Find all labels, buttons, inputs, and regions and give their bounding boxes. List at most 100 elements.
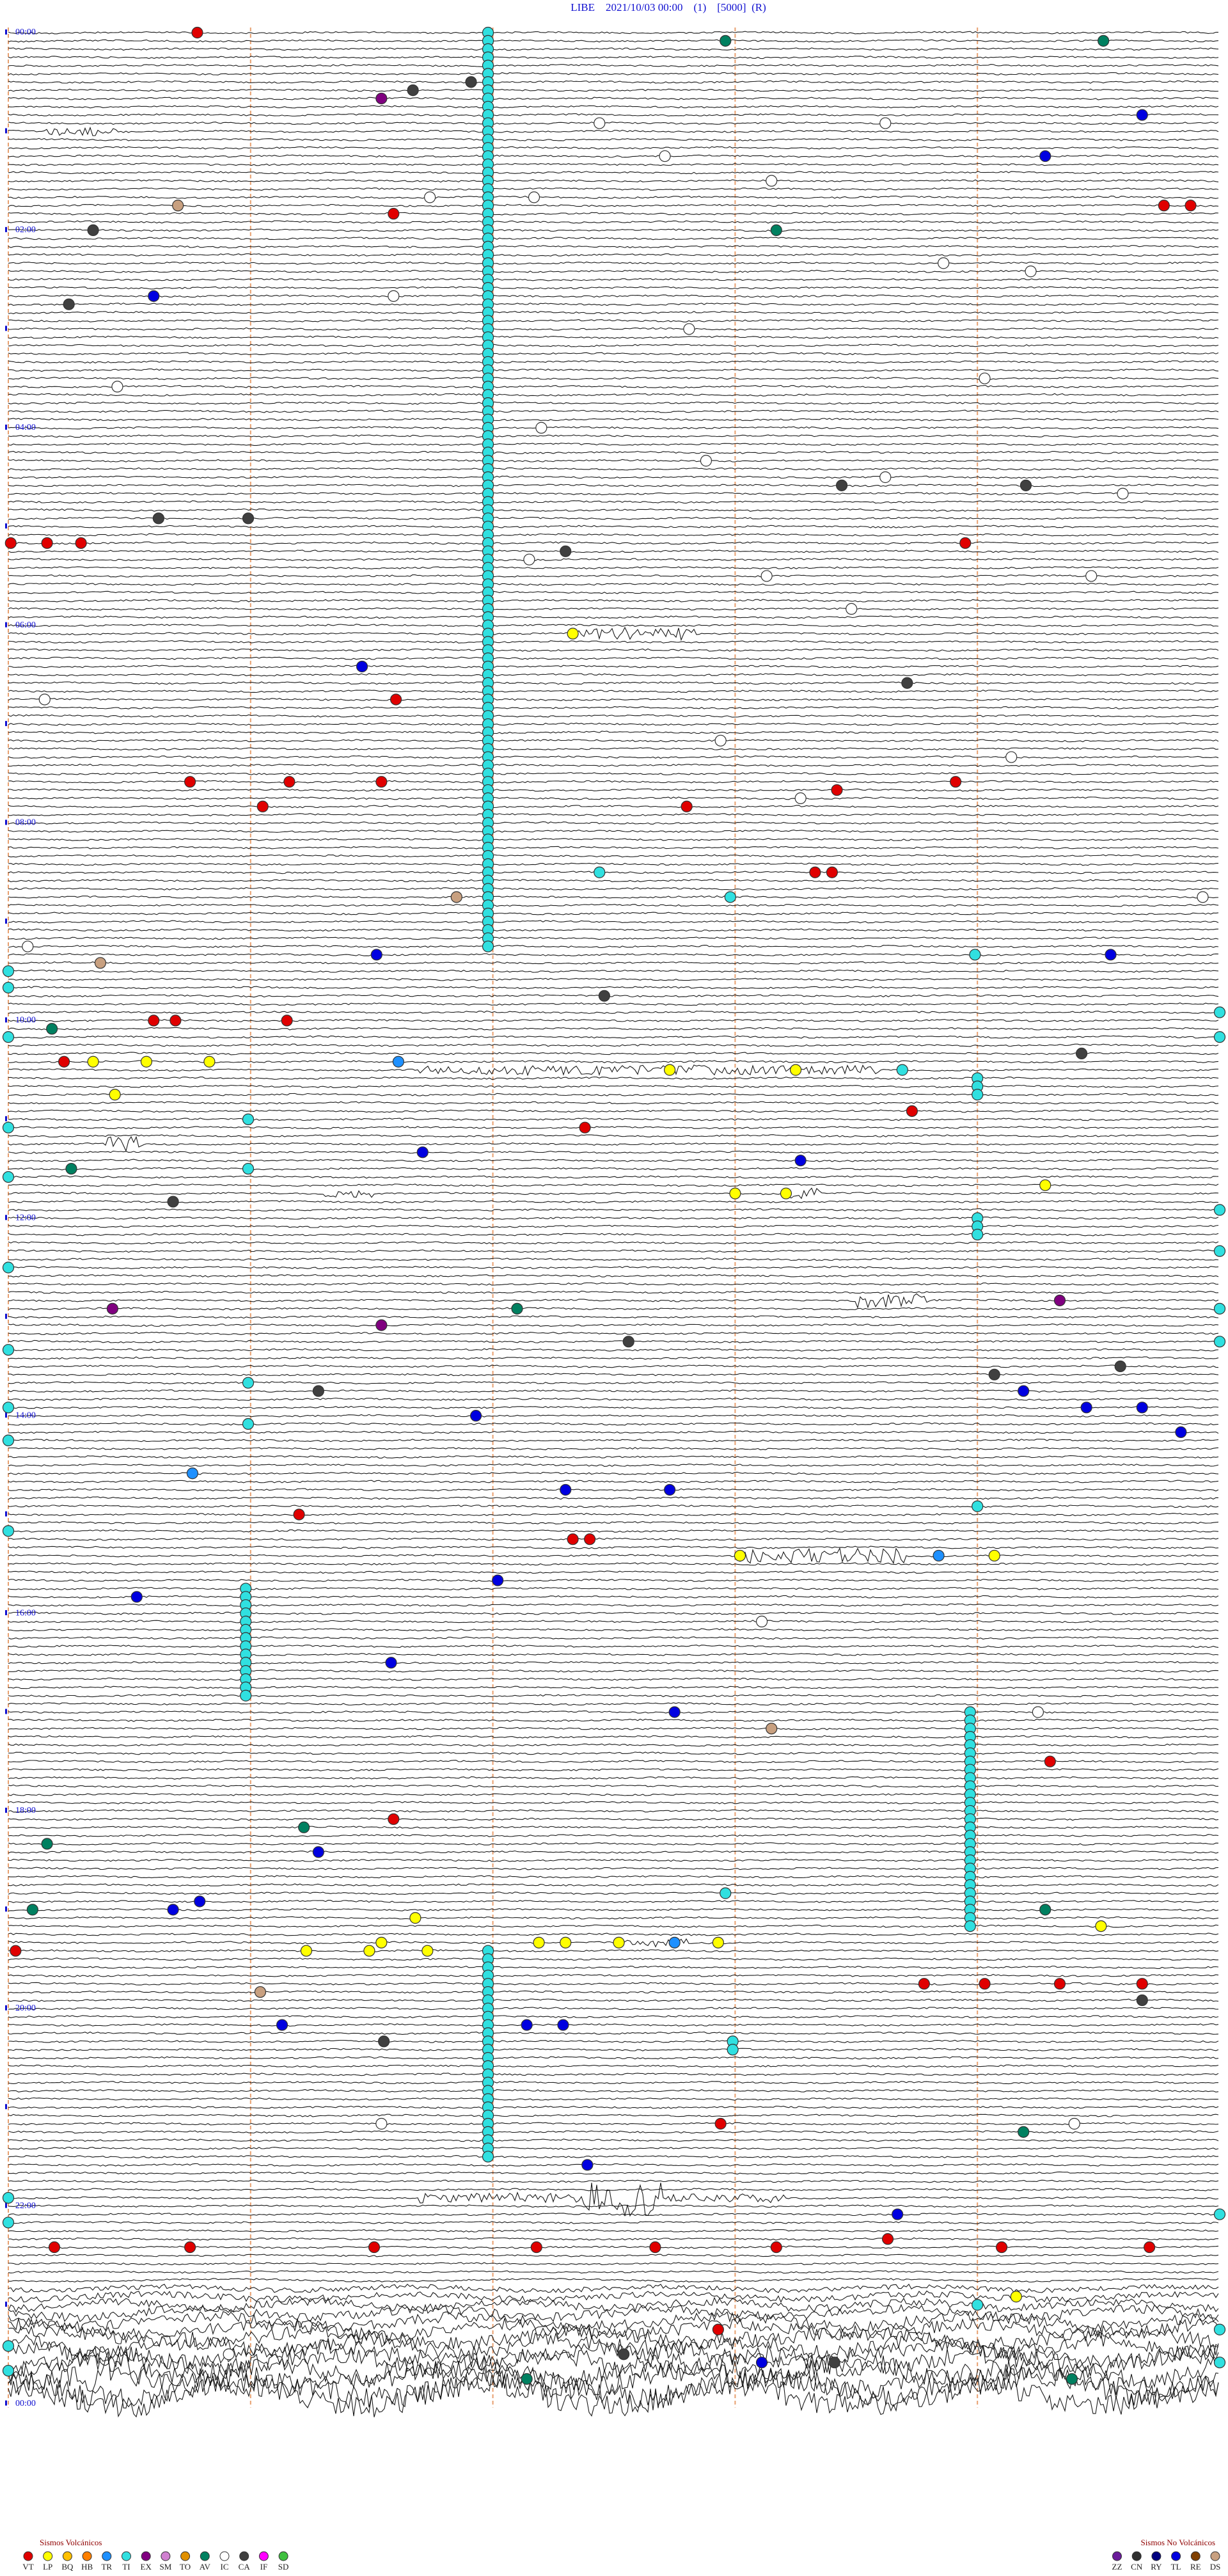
trace [8,1751,1219,1755]
event-marker [755,2357,768,2369]
trace [8,1892,1219,1895]
trace [8,1233,1219,1237]
trace [8,1200,1219,1204]
trace [8,1224,1219,1228]
event-marker [293,1508,305,1521]
trace [8,303,1219,306]
trace [8,2311,1219,2333]
trace [8,698,1219,701]
trace [8,755,1219,759]
legend-code: DS [1210,2562,1221,2572]
trace [8,311,1219,315]
event-marker [720,35,732,47]
event-marker [988,1368,1000,1380]
trace [8,1916,1219,1920]
trace [8,1867,1219,1870]
trace [8,105,1219,109]
legend-swatch [1112,2551,1122,2561]
trace [8,475,1219,479]
trace [8,582,1219,586]
event-marker [242,1418,255,1430]
trace [8,384,1218,388]
trace [8,253,1219,257]
trace [8,1677,1219,1681]
trace [8,1290,1219,1294]
trace [8,1241,1219,1245]
trace [8,1463,1219,1467]
event-marker [528,191,540,203]
hour-marker [5,128,7,134]
trace [8,97,1219,100]
trace [8,1932,1219,1936]
hour-marker [5,424,7,430]
event-marker [734,1549,746,1562]
event-marker [65,1162,77,1175]
trace [8,1883,1219,1887]
trace [8,1982,1219,1986]
legend-swatch [239,2551,249,2561]
legend-swatch [43,2551,53,2561]
trace [8,1282,1219,1286]
event-marker [469,1410,482,1422]
trace [8,1447,1219,1451]
event-marker [2,1344,15,1356]
event-marker [1066,2373,1078,2385]
legend-swatch [180,2551,191,2561]
event-marker [1213,1245,1226,1257]
event-marker [1158,200,1170,212]
event-marker [560,545,572,557]
time-label: 16:00 [15,1608,36,1618]
hour-marker [5,1215,7,1221]
event-marker [530,2241,542,2254]
legend-title: Sismos No Volcánicos [1140,2538,1215,2547]
event-marker [681,800,693,812]
legend-swatch [1190,2551,1200,2561]
event-marker [385,1657,397,1669]
trace [8,1652,1219,1656]
trace [8,1010,1219,1015]
event-marker [533,1936,545,1948]
event-marker [560,1483,572,1496]
event-marker [283,776,295,788]
event-marker [766,175,778,187]
trace [8,722,1219,726]
event-marker [300,1945,313,1957]
trace [8,2039,1219,2043]
event-marker [370,949,382,961]
trace [8,2317,1219,2343]
legend-code: RE [1190,2562,1201,2572]
trace [8,1331,1219,1336]
legend-swatch [141,2551,151,2561]
hour-marker [5,1412,7,1418]
trace [8,1718,1219,1722]
event-marker [714,2117,727,2130]
trace [8,2296,1219,2313]
event-marker [560,1936,572,1948]
trace [8,1595,1219,1599]
legend-code: TO [180,2562,191,2572]
trace [8,212,1219,216]
event-marker [896,1064,908,1076]
trace [8,1875,1219,1879]
event-marker [535,422,547,434]
legend-code: TI [122,2562,130,2572]
legend-swatch [1210,2551,1220,2561]
hour-marker [5,622,7,628]
event-marker [881,2233,894,2245]
event-marker [1018,1385,1030,1397]
trace [8,393,1219,397]
chart-title: LIBE 2021/10/03 00:00 (1) [5000] (R) [571,1,766,13]
hour-marker [5,721,7,727]
trace [8,1842,1219,1845]
event-marker [363,1945,375,1957]
event-marker [424,191,436,203]
legend-swatch [102,2551,112,2561]
event-marker [1213,2323,1226,2335]
trace [8,1537,1219,1541]
trace [8,484,1219,487]
trace [8,1669,1219,1673]
trace [8,2213,1219,2216]
trace [8,278,1219,281]
event-marker [613,1936,625,1948]
trace [8,1422,1219,1426]
